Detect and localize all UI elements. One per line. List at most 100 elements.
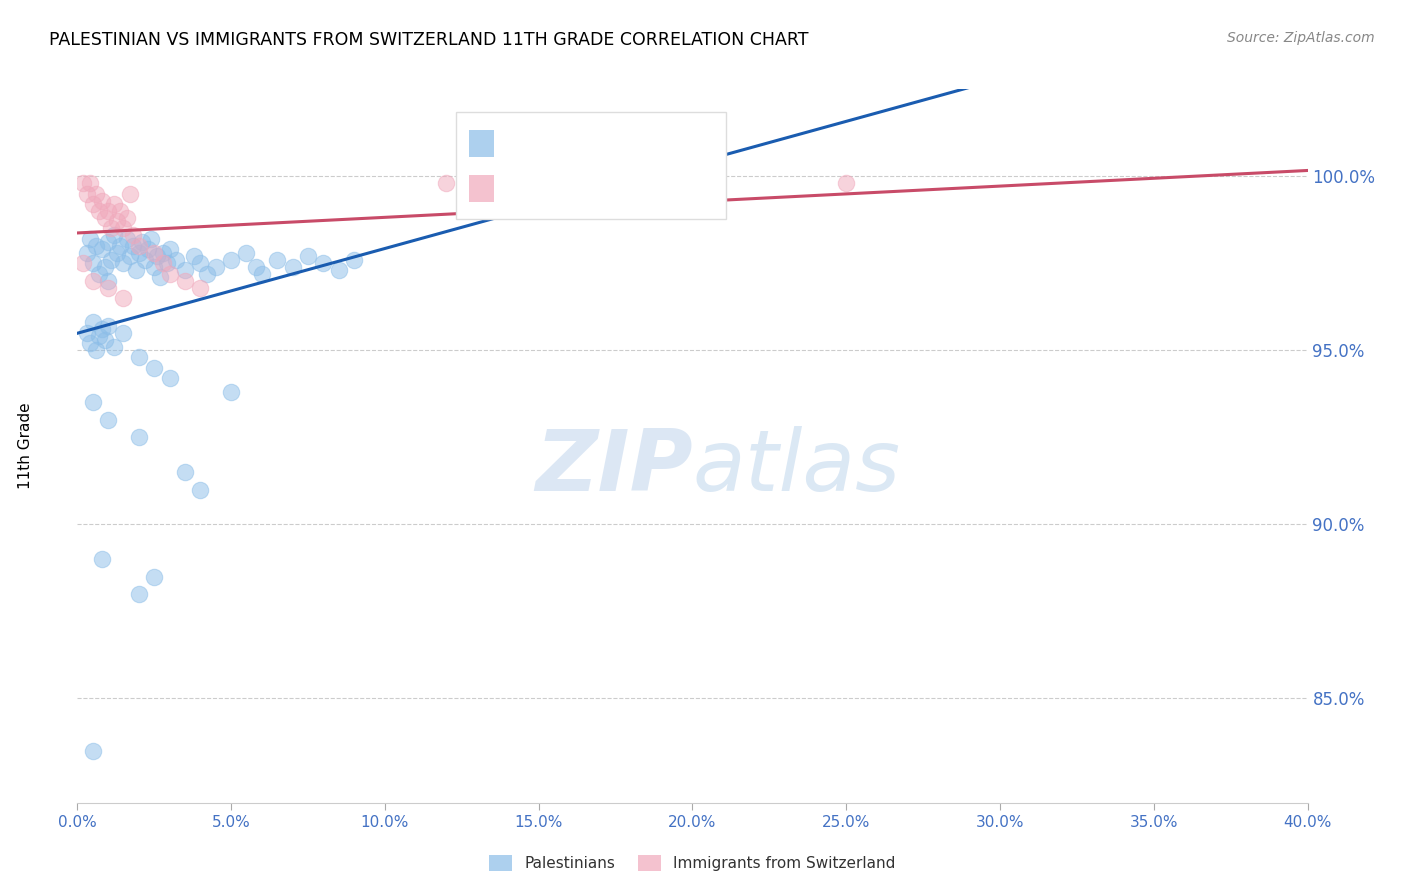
Point — [219, 252, 242, 267]
Point — [103, 228, 125, 243]
Point — [149, 270, 172, 285]
Point — [143, 360, 166, 375]
Point — [87, 329, 110, 343]
Legend: Palestinians, Immigrants from Switzerland: Palestinians, Immigrants from Switzerlan… — [484, 849, 901, 877]
Point — [94, 333, 117, 347]
Point — [188, 280, 212, 294]
Point — [141, 232, 163, 246]
Text: PALESTINIAN VS IMMIGRANTS FROM SWITZERLAND 11TH GRADE CORRELATION CHART: PALESTINIAN VS IMMIGRANTS FROM SWITZERLA… — [49, 31, 808, 49]
Point — [165, 252, 187, 267]
Text: R = 0.292   N = 67: R = 0.292 N = 67 — [502, 136, 647, 151]
Point — [343, 252, 366, 267]
Point — [79, 336, 101, 351]
Point — [118, 186, 141, 201]
Point — [125, 263, 148, 277]
Point — [79, 176, 101, 190]
Point — [90, 243, 114, 257]
Point — [115, 211, 138, 225]
Point — [159, 267, 181, 281]
Point — [152, 245, 174, 260]
Point — [121, 239, 143, 253]
Point — [84, 186, 107, 201]
Point — [118, 249, 141, 263]
Point — [128, 239, 150, 253]
Point — [204, 260, 226, 274]
Point — [110, 204, 132, 219]
Point — [121, 228, 143, 243]
Point — [128, 587, 150, 601]
Point — [82, 197, 104, 211]
Point — [76, 245, 98, 260]
Point — [82, 274, 104, 288]
Point — [297, 249, 319, 263]
Point — [136, 243, 159, 257]
Point — [72, 256, 94, 270]
Point — [281, 260, 304, 274]
Point — [131, 235, 153, 250]
Point — [250, 267, 273, 281]
Point — [146, 249, 169, 263]
Point — [87, 204, 110, 219]
Point — [188, 256, 212, 270]
Point — [87, 267, 110, 281]
Point — [84, 343, 107, 358]
Point — [436, 176, 458, 190]
Point — [128, 245, 150, 260]
Point — [112, 326, 135, 340]
Point — [72, 176, 94, 190]
Point — [174, 263, 197, 277]
Point — [97, 274, 120, 288]
Text: 11th Grade: 11th Grade — [18, 402, 32, 490]
Point — [94, 211, 117, 225]
Point — [103, 197, 125, 211]
Point — [112, 256, 135, 270]
Point — [82, 256, 104, 270]
Point — [128, 430, 150, 444]
Point — [188, 483, 212, 497]
Point — [90, 552, 114, 566]
Point — [159, 371, 181, 385]
Point — [103, 340, 125, 354]
Point — [97, 413, 120, 427]
Point — [97, 280, 120, 294]
Point — [90, 322, 114, 336]
Point — [76, 326, 98, 340]
Text: atlas: atlas — [693, 425, 900, 509]
Point — [76, 186, 98, 201]
Point — [143, 245, 166, 260]
Text: ZIP: ZIP — [534, 425, 693, 509]
Point — [97, 204, 120, 219]
Point — [219, 385, 242, 400]
Point — [82, 315, 104, 329]
Point — [90, 194, 114, 208]
Point — [183, 249, 205, 263]
Point — [328, 263, 350, 277]
Point — [94, 260, 117, 274]
Point — [835, 176, 858, 190]
Point — [112, 221, 135, 235]
Point — [105, 214, 128, 228]
Point — [195, 267, 218, 281]
Point — [128, 350, 150, 364]
Point — [79, 232, 101, 246]
Point — [235, 245, 257, 260]
Point — [112, 291, 135, 305]
Point — [174, 274, 197, 288]
Point — [134, 252, 156, 267]
Point — [159, 243, 181, 257]
Point — [143, 260, 166, 274]
Text: R = 0.472   N = 29: R = 0.472 N = 29 — [502, 181, 647, 196]
Point — [152, 256, 174, 270]
Point — [143, 569, 166, 583]
Point — [100, 252, 122, 267]
Text: Source: ZipAtlas.com: Source: ZipAtlas.com — [1227, 31, 1375, 45]
Point — [100, 221, 122, 235]
Point — [97, 318, 120, 333]
Point — [245, 260, 267, 274]
Point — [115, 232, 138, 246]
Point — [155, 256, 177, 270]
Point — [82, 743, 104, 757]
Point — [97, 235, 120, 250]
Point — [266, 252, 288, 267]
Point — [174, 465, 197, 479]
